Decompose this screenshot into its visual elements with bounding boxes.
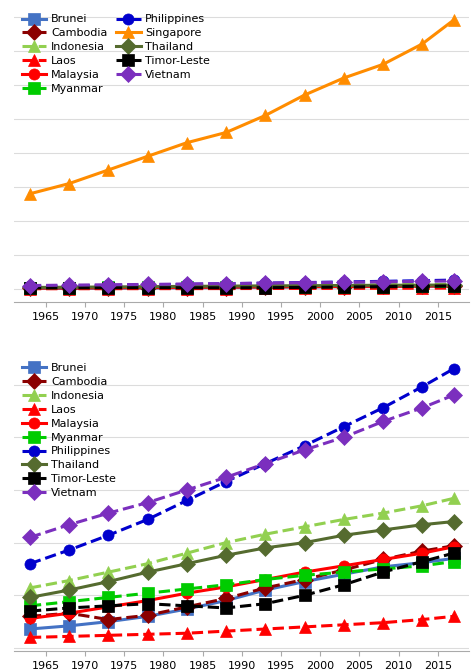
Legend: Brunei, Cambodia, Indonesia, Laos, Malaysia, Myanmar, Philippines, Singapore, Th: Brunei, Cambodia, Indonesia, Laos, Malay… <box>20 12 212 96</box>
Legend: Brunei, Cambodia, Indonesia, Laos, Malaysia, Myanmar, Philippines, Thailand, Tim: Brunei, Cambodia, Indonesia, Laos, Malay… <box>20 361 118 501</box>
